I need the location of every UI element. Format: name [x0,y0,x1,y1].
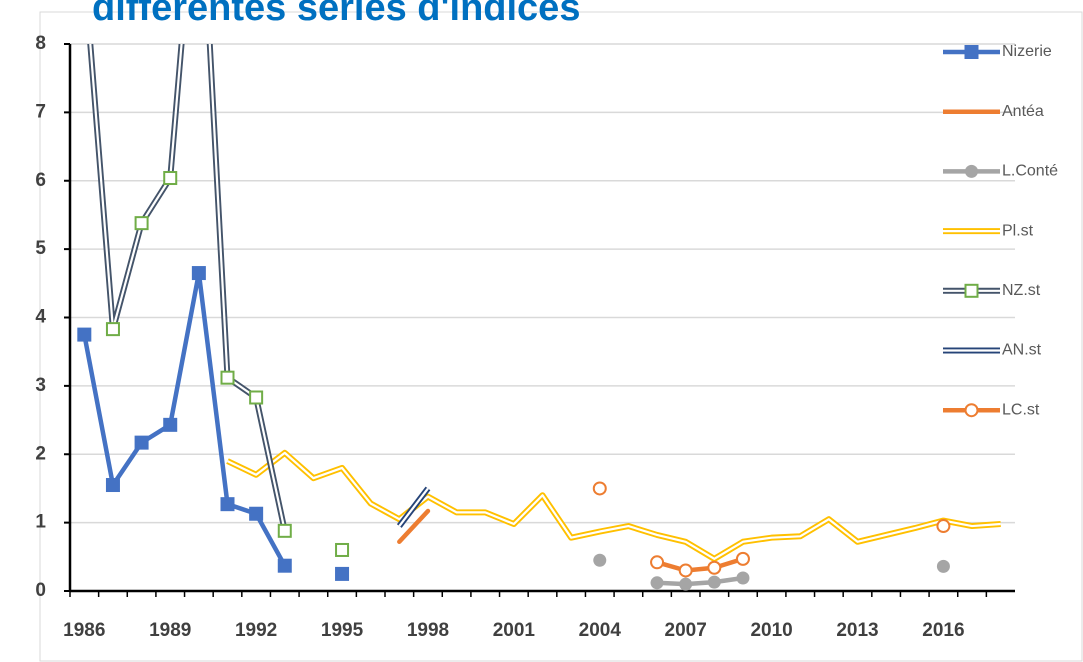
series-line [597,486,946,573]
legend-label: NZ.st [1002,282,1041,299]
legend-label: Antéa [1002,103,1044,120]
x-tick-label: 1992 [235,620,277,641]
marker [936,559,950,573]
marker [163,417,178,432]
marker [707,575,721,589]
marker [964,45,979,59]
y-tick-label: 5 [35,238,46,259]
marker [936,519,951,534]
marker [592,481,607,496]
marker [650,555,665,570]
marker [220,370,235,385]
x-tick-label: 2010 [750,620,792,641]
marker [707,560,722,575]
marker [335,566,350,581]
marker [77,327,92,342]
chart-frame [39,11,1083,662]
legend-label: LC.st [1002,401,1040,418]
y-tick-label: 4 [35,307,46,328]
x-tick-label: 1989 [149,620,191,641]
legend-label: Pl.st [1002,222,1034,239]
x-tick-label: 2004 [579,620,622,641]
x-tick-label: 1986 [63,620,105,641]
y-tick-label: 6 [35,170,46,191]
marker [163,171,178,186]
marker [735,551,750,566]
y-tick-label: 1 [35,512,46,533]
series-line-inner [227,451,1001,560]
marker [964,403,979,418]
marker [736,571,750,585]
marker [650,576,664,590]
y-tick-label: 2 [35,443,46,464]
marker [593,553,607,567]
marker [964,283,979,298]
marker [965,164,978,178]
marker [678,563,693,578]
marker [277,523,292,538]
chart-title: différentes séries d'indices [92,0,580,29]
series-line-inner [398,487,429,527]
x-tick-label: 2013 [836,620,878,641]
y-tick-label: 0 [35,580,46,601]
y-tick-label: 8 [35,33,46,54]
series-line [397,508,431,545]
x-tick-label: 2016 [922,620,964,641]
x-tick-label: 2001 [493,620,536,641]
marker [105,322,120,337]
legend-label: L.Conté [1002,163,1058,180]
marker [134,216,149,231]
x-tick-label: 2007 [665,620,707,641]
plot-area [77,44,1001,591]
legend-label: AN.st [1002,342,1042,359]
marker [249,506,264,521]
marker [220,497,235,512]
marker [249,390,264,405]
x-tick-label: 1998 [407,620,449,641]
y-tick-label: 3 [35,375,46,396]
marker [679,577,693,591]
marker [191,266,206,281]
x-tick-label: 1995 [321,620,364,641]
legend-label: Nizerie [1002,43,1052,60]
marker [105,478,120,493]
marker [335,542,350,557]
marker [277,558,292,573]
marker [134,435,149,450]
y-tick-label: 7 [35,101,46,122]
